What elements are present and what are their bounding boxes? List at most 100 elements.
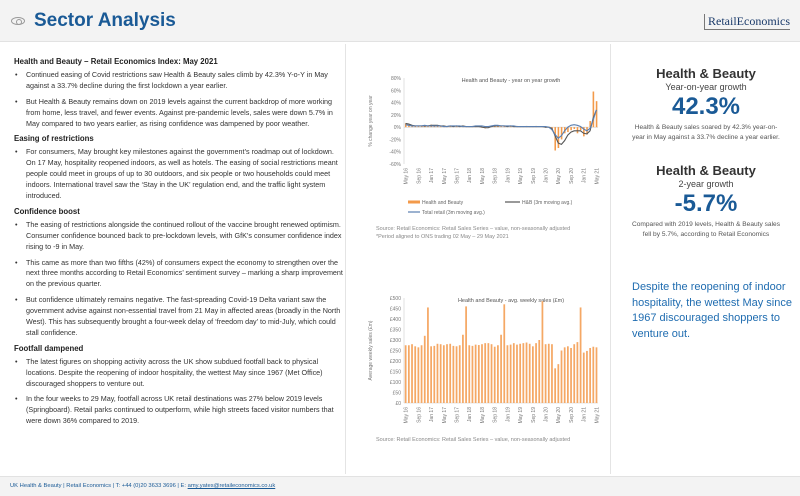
kpi-yoy: Health & Beauty Year-on-year growth 42.3… [612,66,800,142]
email-link[interactable]: amy.yates@retaileconomics.co.uk [187,483,276,489]
y-tick-label: £150 [390,370,401,376]
kpi-heading: Health & Beauty [656,163,756,178]
bar [458,345,461,403]
eye-icon [11,17,25,25]
bar [493,346,496,403]
bar [446,344,448,403]
bar [573,344,576,403]
kpi-2yr: Health & Beauty 2-year growth -5.7% Comp… [612,163,800,239]
bar [563,347,566,403]
footer-text: UK Health & Beauty | Retail Economics | … [10,483,188,489]
x-tick-label: May 21 [594,168,600,185]
bar [570,127,572,131]
section-heading: Confidence boost [14,206,80,216]
bar [567,127,569,133]
x-tick-label: May 20 [556,407,562,424]
kpi-heading: Health & Beauty [656,66,756,81]
series-line [405,109,597,139]
y-tick-label: £200 [390,359,401,365]
bar [573,127,576,129]
bar [579,127,582,131]
bar [554,368,557,403]
bar [427,307,429,403]
bar [557,364,560,403]
y-tick-label: 0% [394,125,402,131]
note-text: *Period aligned to ONS trading 02 May – … [376,233,509,240]
x-tick-label: Sep 16 [416,407,422,423]
y-tick-label: £300 [390,338,401,344]
pull-quote: Despite the reopening of indoor hospital… [632,281,792,340]
bar [509,125,512,128]
y-tick-label: -40% [389,150,401,156]
bar [484,343,487,403]
footer: UK Health & Beauty | Retail Economics | … [0,476,800,496]
section-heading: Footfall dampened [14,343,84,353]
kpi-subheading: Year-on-year growth [665,82,747,92]
bar [407,345,410,403]
kpi-subheading: 2-year growth [678,179,734,189]
x-tick-label: May 18 [480,168,486,185]
bar [582,352,585,403]
bar [544,344,547,403]
bar [560,350,563,403]
bar [560,127,563,140]
x-tick-label: Sep 17 [454,407,460,423]
bar [583,127,585,137]
divider [610,44,611,474]
x-tick-label: Jan 20 [544,168,550,183]
bar [452,345,455,403]
commentary-heading: Health and Beauty – Retail Economics Ind… [14,57,218,66]
y-tick-label: £350 [390,328,401,334]
bar [592,346,595,403]
bar [411,344,413,403]
bullet: This came as more than two fifths (42%) … [14,258,344,291]
y-axis-label: % change year on year [368,95,374,147]
x-tick-label: May 18 [480,407,486,424]
divider [345,44,346,474]
bar [417,126,420,128]
bar [474,344,477,403]
bar [589,347,592,403]
bar [535,343,537,403]
bar [509,344,512,403]
chart-title: Health and Beauty - avg. weekly sales (£… [458,298,564,304]
legend-label: Total retail (3m moving avg.) [422,210,485,216]
bar [442,345,445,403]
legend-label: H&B (3m moving avg.) [522,200,573,206]
bar [481,344,483,403]
bar [414,346,417,403]
bar [570,347,572,403]
bar [449,125,452,128]
x-tick-label: Sep 17 [454,168,460,184]
x-tick-label: Jan 21 [582,168,588,183]
bar [589,121,592,128]
bar [547,343,550,403]
bar [411,126,413,128]
bar [592,91,595,128]
bar [500,334,502,403]
bar [414,125,417,128]
x-tick-label: Jan 17 [429,168,435,183]
chart-source: Source: Retail Economics: Retail Sales S… [376,437,571,443]
bar [503,304,506,403]
bar [439,344,442,403]
bar [579,307,582,403]
bar [595,347,598,403]
bar [433,345,436,403]
bar [576,127,579,134]
bar [595,101,598,128]
y-tick-label: -20% [389,137,401,143]
bar [423,335,426,403]
bar [471,345,474,403]
bar [436,343,439,403]
y-tick-label: 60% [391,88,402,94]
bar [465,306,467,403]
bullet: The easing of restrictions alongside the… [14,220,344,253]
bar [408,125,410,128]
chart-title: Health and Beauty - year on year growth [462,78,561,84]
bar [576,342,579,403]
x-tick-label: May 19 [518,168,524,185]
bar [455,125,458,128]
x-tick-label: May 17 [442,168,448,185]
y-tick-label: £500 [390,296,401,302]
